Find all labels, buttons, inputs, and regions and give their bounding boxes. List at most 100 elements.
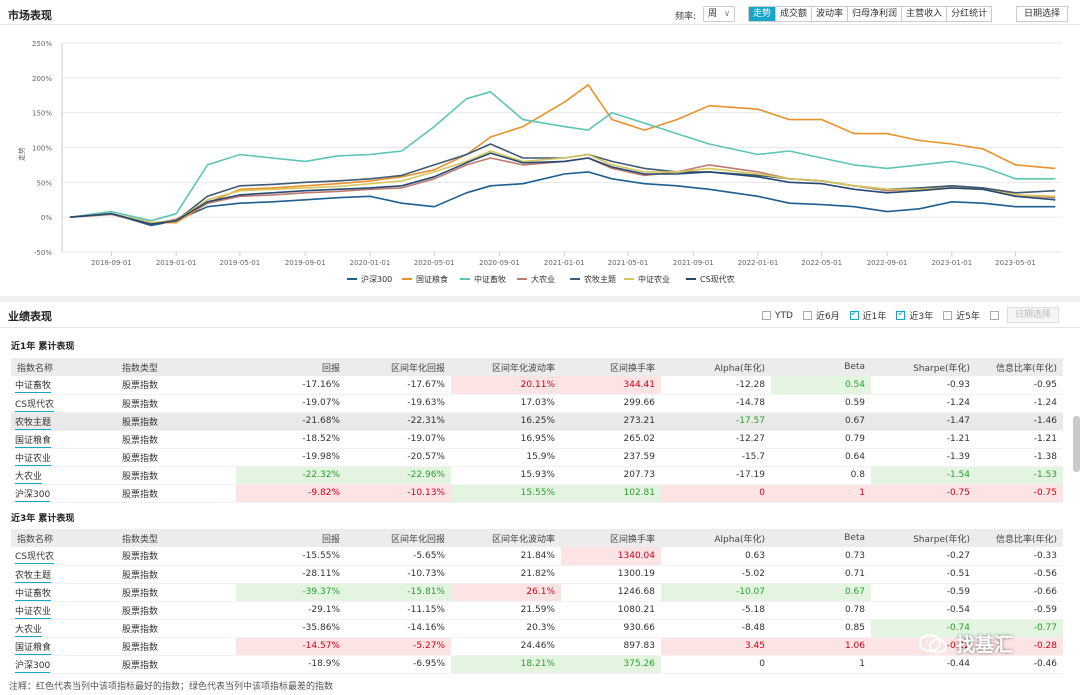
period-option-4[interactable]: 近5年 (943, 309, 980, 322)
table-cell: 股票指数 (116, 412, 236, 431)
table-cell: -0.59 (871, 583, 976, 602)
y-tick-label: 0% (41, 214, 52, 222)
index-name-cell[interactable]: 中证畜牧 (11, 583, 116, 602)
index-name-cell[interactable]: 国证粮食 (11, 430, 116, 449)
checkbox[interactable] (896, 309, 906, 320)
period-option-0[interactable]: YTD (762, 311, 793, 321)
table-cell: -1.21 (976, 430, 1063, 449)
metric-tab-5[interactable]: 分红统计 (946, 7, 992, 21)
column-header: Sharpe(年化) (871, 358, 976, 376)
legend-label[interactable]: 农牧主题 (584, 274, 616, 284)
index-name-link[interactable]: 中证农业 (15, 453, 52, 466)
table-cell: 0.67 (771, 583, 871, 602)
index-name-cell[interactable]: CS现代农 (11, 394, 116, 413)
index-name-link[interactable]: CS现代农 (15, 399, 54, 412)
table-cell: -9.82% (236, 484, 346, 503)
table-cell: -0.75 (871, 484, 976, 503)
legend-label[interactable]: 中证农业 (638, 274, 670, 284)
frequency-label: 频率: (675, 12, 697, 22)
metric-tab-4[interactable]: 主营收入 (901, 7, 947, 21)
table-cell: 20.3% (451, 619, 561, 638)
index-name-cell[interactable]: 中证农业 (11, 601, 116, 620)
period-option-1[interactable]: 近6月 (802, 309, 840, 322)
index-name-link[interactable]: 大农业 (15, 624, 43, 637)
x-tick-label: 2021-01-01 (544, 259, 585, 267)
index-name-link[interactable]: 农牧主题 (15, 417, 52, 430)
table-cell: -8.48 (661, 619, 771, 638)
checkbox[interactable] (943, 311, 953, 320)
x-tick-label: 2019-01-01 (156, 259, 197, 267)
period-option-label: 近3年 (909, 312, 934, 322)
table-cell: 股票指数 (116, 655, 236, 674)
period-option-3[interactable]: 近3年 (896, 309, 933, 322)
legend-label[interactable]: 国证粮食 (416, 274, 448, 284)
table-cell: 股票指数 (116, 376, 236, 395)
column-header: Beta (771, 358, 871, 376)
index-name-link[interactable]: CS现代农 (15, 552, 54, 565)
table-cell: -1.24 (871, 394, 976, 413)
table-cell: -1.39 (871, 448, 976, 467)
index-name-cell[interactable]: 中证畜牧 (11, 376, 116, 395)
index-name-link[interactable]: 中证农业 (15, 606, 52, 619)
checkbox[interactable] (989, 311, 999, 320)
index-name-link[interactable]: 沪深300 (15, 489, 51, 502)
series-line-6 (69, 152, 1056, 225)
table-cell: -18.52% (236, 430, 346, 449)
legend-label[interactable]: 沪深300 (361, 274, 392, 284)
index-name-cell[interactable]: 沪深300 (11, 484, 116, 503)
index-name-cell[interactable]: 国证粮食 (11, 637, 116, 656)
index-name-cell[interactable]: 农牧主题 (11, 565, 116, 584)
index-name-link[interactable]: 中证畜牧 (15, 381, 52, 394)
table-cell: -0.51 (871, 565, 976, 584)
index-name-cell[interactable]: 大农业 (11, 619, 116, 638)
index-name-link[interactable]: 中证畜牧 (15, 588, 52, 601)
scrollbar[interactable] (1073, 416, 1080, 472)
metric-tab-1[interactable]: 成交额 (775, 7, 812, 21)
table-cell: 15.9% (451, 448, 561, 467)
index-name-cell[interactable]: 沪深300 (11, 655, 116, 674)
period-option-5[interactable] (989, 311, 1003, 320)
table-row: CS现代农 股票指数 -19.07% -19.63% 17.03% 299.66 -14.7… (11, 394, 1063, 413)
index-name-link[interactable]: 沪深300 (15, 660, 51, 673)
table-cell: -0.44 (871, 655, 976, 674)
checkbox[interactable] (762, 311, 771, 320)
performance-date-button[interactable]: 日期选择 (1007, 307, 1059, 323)
metric-tab-3[interactable]: 归母净利润 (847, 7, 902, 21)
legend-label[interactable]: 大农业 (531, 274, 555, 284)
metric-tab-2[interactable]: 波动率 (811, 7, 848, 21)
checkbox[interactable] (802, 311, 812, 320)
watermark-text: 找基汇 (956, 634, 1014, 656)
table-cell: -17.57 (661, 412, 771, 431)
index-name-cell[interactable]: 农牧主题 (11, 412, 116, 431)
table-cell: -0.59 (976, 601, 1063, 620)
index-name-cell[interactable]: 大农业 (11, 466, 116, 485)
table-cell: 1340.04 (561, 547, 661, 566)
table-cell: 1.06 (771, 637, 871, 656)
chart-legend: 沪深300 国证粮食 中证畜牧 大农业 农牧主题 中证农业 CS现代农 (347, 274, 735, 284)
date-select-button[interactable]: 日期选择 (1016, 6, 1068, 22)
index-name-link[interactable]: 国证粮食 (15, 435, 52, 448)
column-header: Sharpe(年化) (871, 529, 976, 547)
table-cell: 21.59% (451, 601, 561, 620)
legend-label[interactable]: 中证畜牧 (474, 274, 506, 284)
index-name-link[interactable]: 国证粮食 (15, 642, 52, 655)
frequency-select[interactable]: 周 ∨ (703, 6, 735, 22)
checkbox[interactable] (849, 309, 859, 320)
legend-label[interactable]: CS现代农 (700, 274, 735, 284)
period-option-2[interactable]: 近1年 (849, 309, 886, 322)
wechat-icon (919, 633, 947, 653)
table-cell: 0.79 (771, 430, 871, 449)
table-cell: 0.71 (771, 565, 871, 584)
table-cell: -0.66 (976, 583, 1063, 602)
table-cell: -14.16% (346, 619, 451, 638)
table-row: 沪深300 股票指数 -9.82% -10.13% 15.55% 102.81 0 1 -0.7… (11, 484, 1063, 503)
index-name-link[interactable]: 大农业 (15, 471, 43, 484)
metric-tabs: 走势 成交额 波动率 归母净利润 主营收入 分红统计 (748, 6, 993, 22)
x-axis-ticks: 2018-09-01 2019-01-01 2019-05-01 2019-09-01… (91, 252, 1036, 267)
table-row: 大农业 股票指数 -22.32% -22.96% 15.93% 207.73 -17.19 0… (11, 466, 1063, 485)
index-name-cell[interactable]: CS现代农 (11, 547, 116, 566)
index-name-link[interactable]: 农牧主题 (15, 570, 52, 583)
metric-tab-0[interactable]: 走势 (749, 7, 776, 21)
table-cell: -0.54 (871, 601, 976, 620)
index-name-cell[interactable]: 中证农业 (11, 448, 116, 467)
